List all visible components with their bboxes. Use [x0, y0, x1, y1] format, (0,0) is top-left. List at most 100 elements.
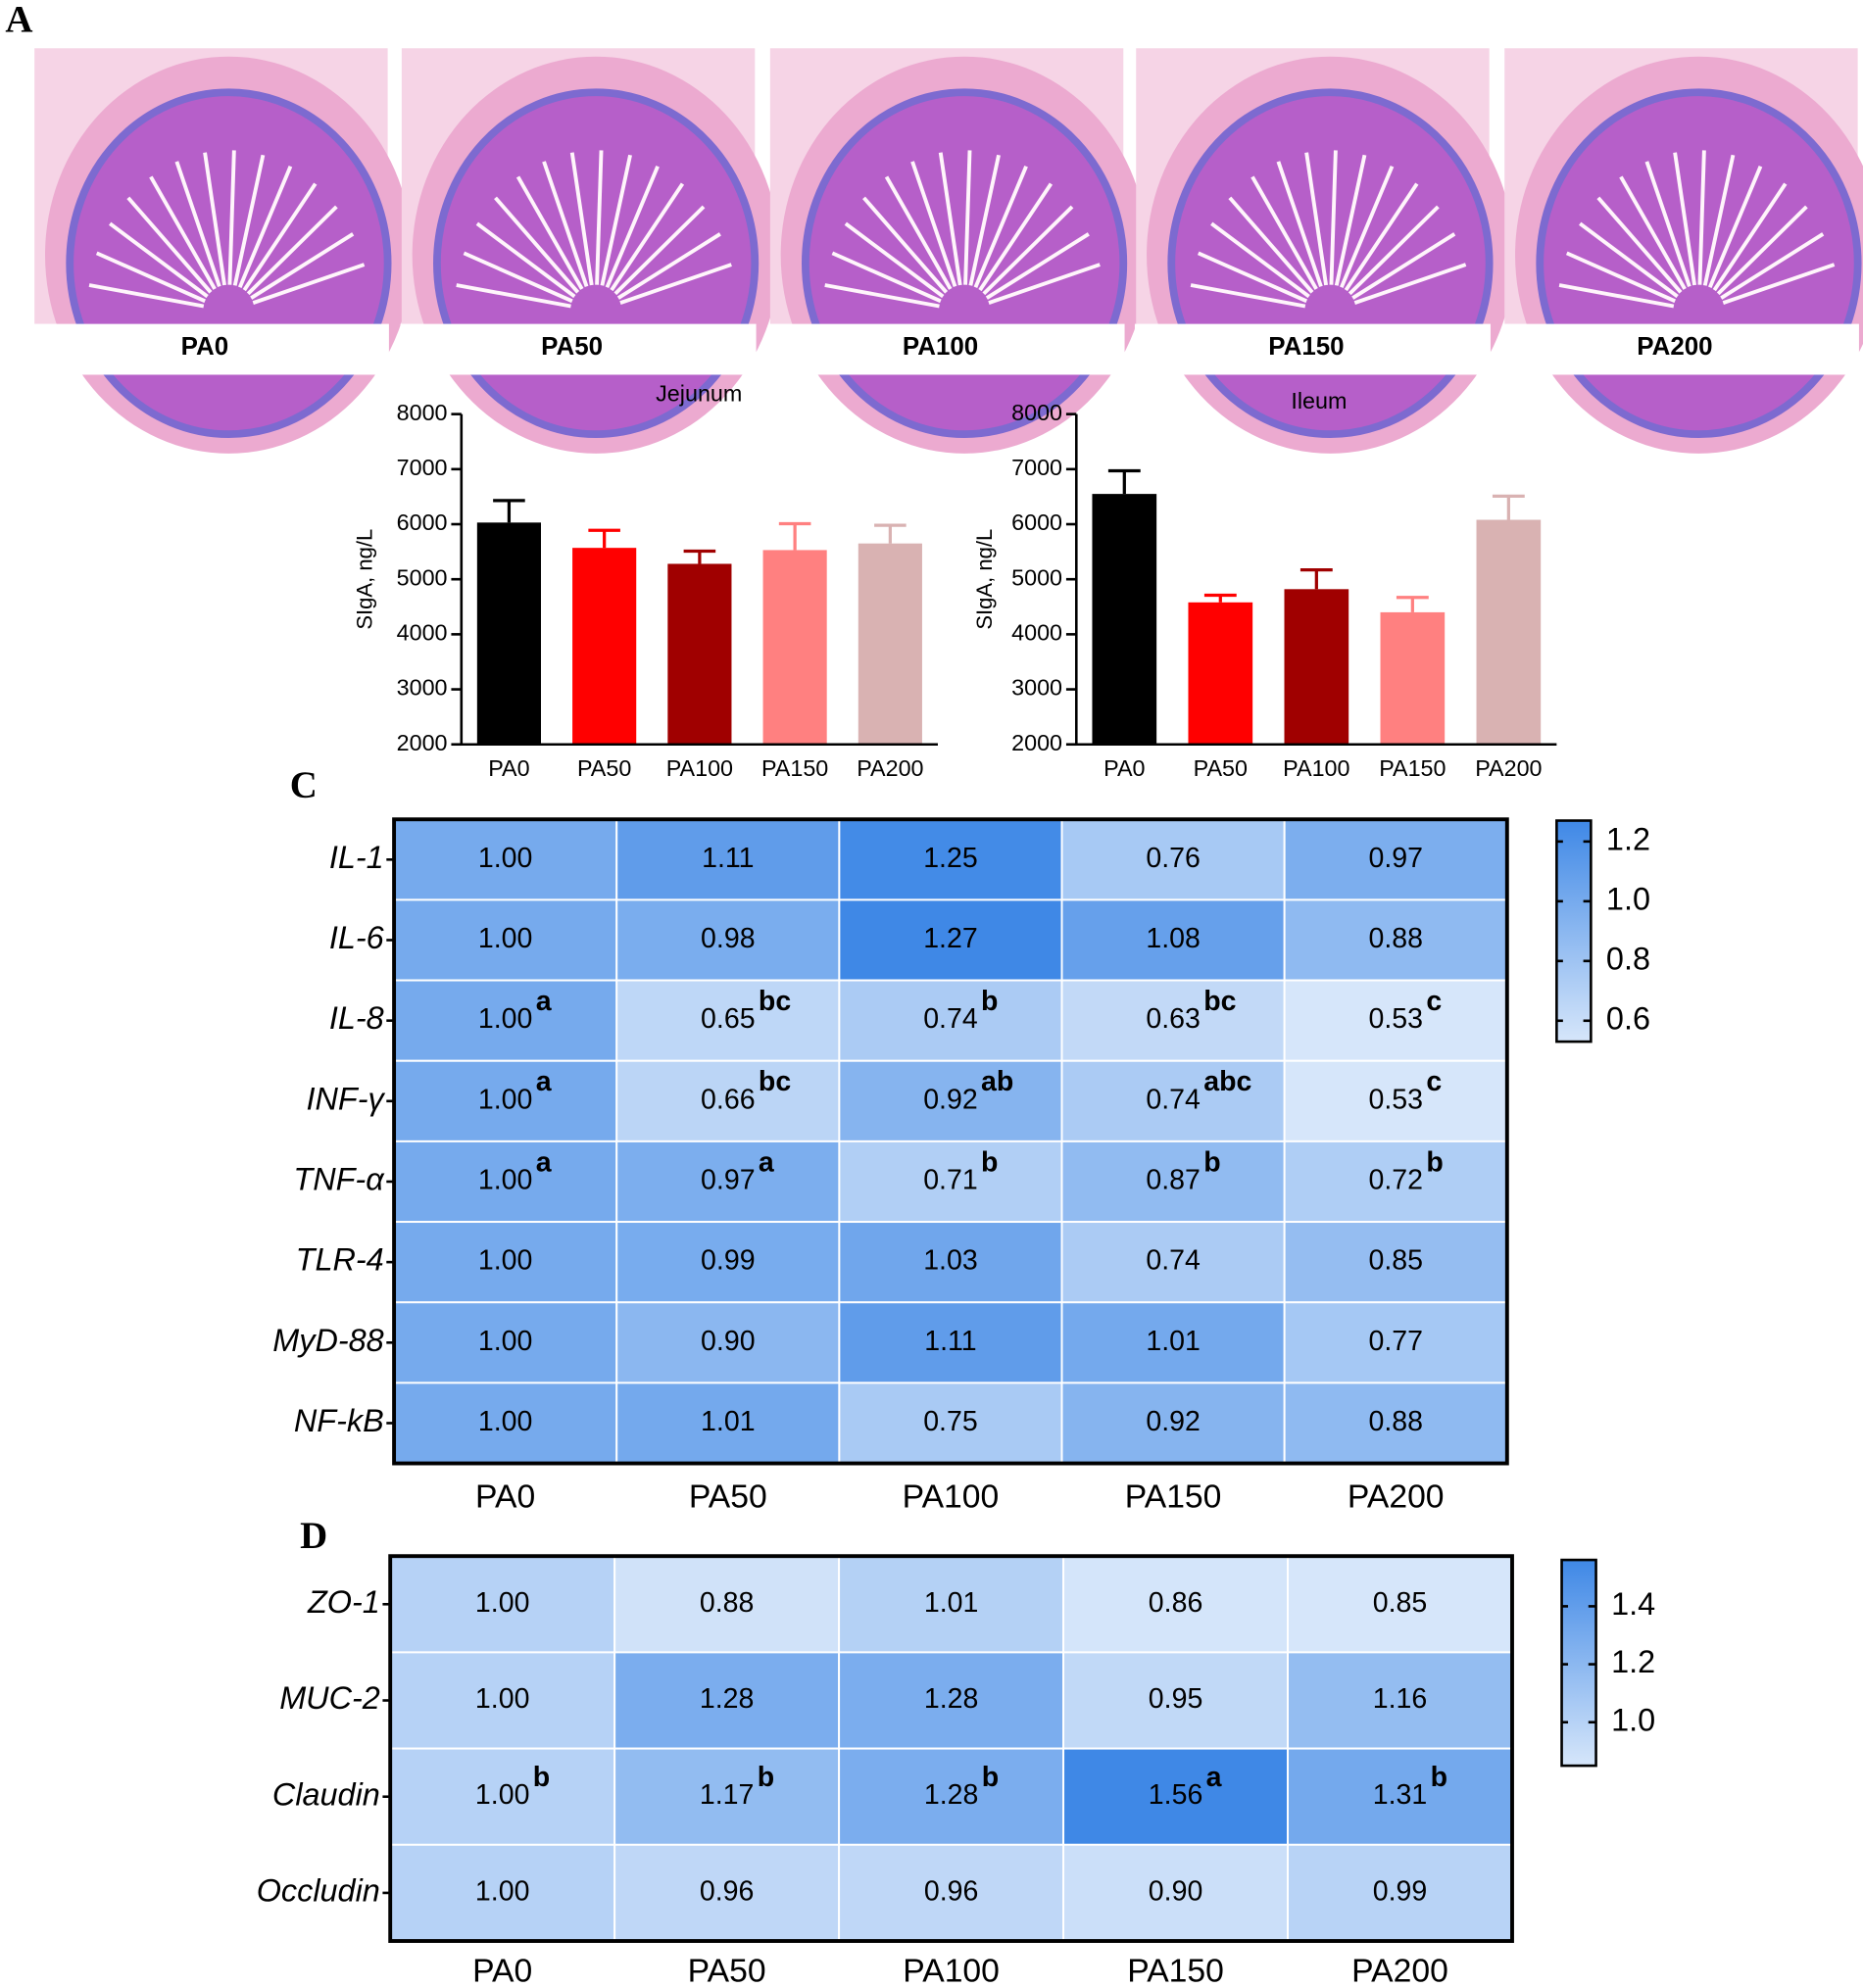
- cell-label: 0.74: [923, 1003, 978, 1035]
- y-tick-label: 6000: [397, 509, 448, 535]
- heatmap-cell: [838, 1651, 1065, 1750]
- villus-gap: [862, 196, 949, 294]
- heatmap-cell: [389, 1843, 616, 1943]
- bar: [1476, 519, 1542, 745]
- significance-letter: a: [536, 1066, 553, 1097]
- villus-gap: [1304, 152, 1329, 286]
- colorbar-tick-label: 1.4: [1611, 1586, 1655, 1622]
- image-clip: [400, 323, 757, 375]
- villus-gap: [1340, 166, 1395, 288]
- villus-gap: [232, 154, 266, 286]
- heatmap-cell: [1060, 979, 1286, 1062]
- villus-gap: [910, 161, 957, 288]
- cell-label: 0.53: [1368, 1003, 1422, 1035]
- row-label: Occludin: [257, 1872, 380, 1908]
- heatmap-cell: [1062, 1843, 1290, 1943]
- heatmap-cell: [1283, 898, 1508, 982]
- villus-gap: [569, 152, 594, 286]
- column-label: PA200: [1348, 1479, 1445, 1516]
- villus-gap: [884, 175, 953, 290]
- villus-gap: [1197, 251, 1308, 304]
- panel-label: C: [290, 764, 318, 806]
- heatmap-cell: [1060, 1301, 1286, 1384]
- villus-gap: [1579, 221, 1679, 299]
- villus-gap: [824, 283, 940, 309]
- heatmap-cell: [1283, 1221, 1508, 1304]
- heatmap-cell: [838, 1843, 1065, 1943]
- villus-gap: [1707, 166, 1763, 288]
- cell-label: 1.00: [478, 1406, 533, 1437]
- significance-letter: a: [1206, 1762, 1223, 1793]
- panel-label: D: [300, 1515, 327, 1557]
- cell-label: 1.00: [475, 1779, 530, 1811]
- cell-label: 0.75: [923, 1406, 978, 1437]
- significance-letter: b: [758, 1762, 774, 1793]
- significance-letter: a: [536, 986, 553, 1017]
- cell-label: 1.31: [1373, 1779, 1427, 1811]
- cell-label: 1.00: [478, 923, 533, 954]
- column-label: PA50: [689, 1479, 767, 1516]
- villus-gap: [831, 251, 942, 304]
- cell-label: 0.96: [700, 1875, 755, 1907]
- cell-label: 0.66: [701, 1084, 756, 1115]
- villus-gap: [973, 166, 1028, 288]
- heatmap-cell: [1060, 1059, 1286, 1142]
- cell-label: 0.85: [1373, 1587, 1427, 1619]
- cell-label: 0.77: [1368, 1326, 1422, 1357]
- column-label: PA100: [903, 1952, 1000, 1988]
- significance-letter: c: [1426, 1066, 1442, 1097]
- villus-gap: [610, 182, 685, 292]
- villus-gap: [600, 154, 632, 286]
- villus-gap: [1565, 251, 1677, 304]
- colorbar-tick-label: 1.2: [1611, 1644, 1655, 1679]
- villus-gap: [1344, 182, 1419, 292]
- y-axis-label: SIgA, ng/L: [352, 529, 376, 630]
- cell-label: 0.88: [700, 1587, 755, 1619]
- y-tick-label: 4000: [397, 620, 448, 646]
- cell-label: 1.00: [478, 1084, 533, 1115]
- bar: [1380, 611, 1446, 745]
- villus-gap: [1276, 161, 1323, 288]
- bar: [1188, 602, 1253, 745]
- heatmap-cell: [1283, 979, 1508, 1062]
- cell-label: 0.63: [1146, 1003, 1201, 1035]
- villus-gap: [985, 232, 1090, 300]
- villus-gap: [227, 150, 236, 285]
- cell-label: 0.74: [1146, 1245, 1201, 1277]
- colorbar: [1555, 819, 1593, 1043]
- villus-gap: [1351, 232, 1456, 300]
- column-label: PA50: [688, 1952, 766, 1988]
- row-label: MUC-2: [279, 1680, 380, 1716]
- villus-gap: [1558, 283, 1675, 309]
- cell-label: 1.17: [700, 1779, 755, 1811]
- x-tick-label: PA100: [1283, 755, 1349, 781]
- image-clip: [1134, 323, 1491, 375]
- chart-title: Jejunum: [656, 380, 742, 406]
- heatmap-cell: [838, 1059, 1063, 1142]
- column-label: PA200: [1351, 1952, 1448, 1988]
- significance-letter: ab: [981, 1066, 1013, 1097]
- cell-label: 0.98: [701, 923, 756, 954]
- heatmap-cell: [615, 898, 841, 982]
- image-caption: PA150: [1268, 333, 1344, 361]
- significance-letter: abc: [1203, 1066, 1251, 1097]
- image-caption: PA200: [1637, 333, 1712, 361]
- y-tick-label: 6000: [1011, 509, 1062, 535]
- heatmap-cell: [615, 1059, 841, 1142]
- y-tick-label: 5000: [397, 564, 448, 590]
- heatmap-cell: [1283, 1139, 1508, 1224]
- cell-label: 0.90: [1149, 1875, 1203, 1907]
- villus-gap: [1644, 161, 1691, 288]
- villus-gap: [978, 182, 1054, 292]
- villus-gap: [1334, 154, 1367, 286]
- cell-label: 1.27: [923, 923, 978, 954]
- heatmap-cell: [1062, 1555, 1290, 1654]
- cell-label: 1.16: [1373, 1683, 1427, 1715]
- cell-label: 1.11: [702, 843, 754, 874]
- significance-letter: bc: [759, 986, 791, 1017]
- villus-gap: [1596, 196, 1683, 294]
- bar: [476, 522, 541, 745]
- villus-gap: [515, 175, 584, 290]
- villus-gap: [463, 251, 573, 304]
- cell-label: 1.00: [478, 1003, 533, 1035]
